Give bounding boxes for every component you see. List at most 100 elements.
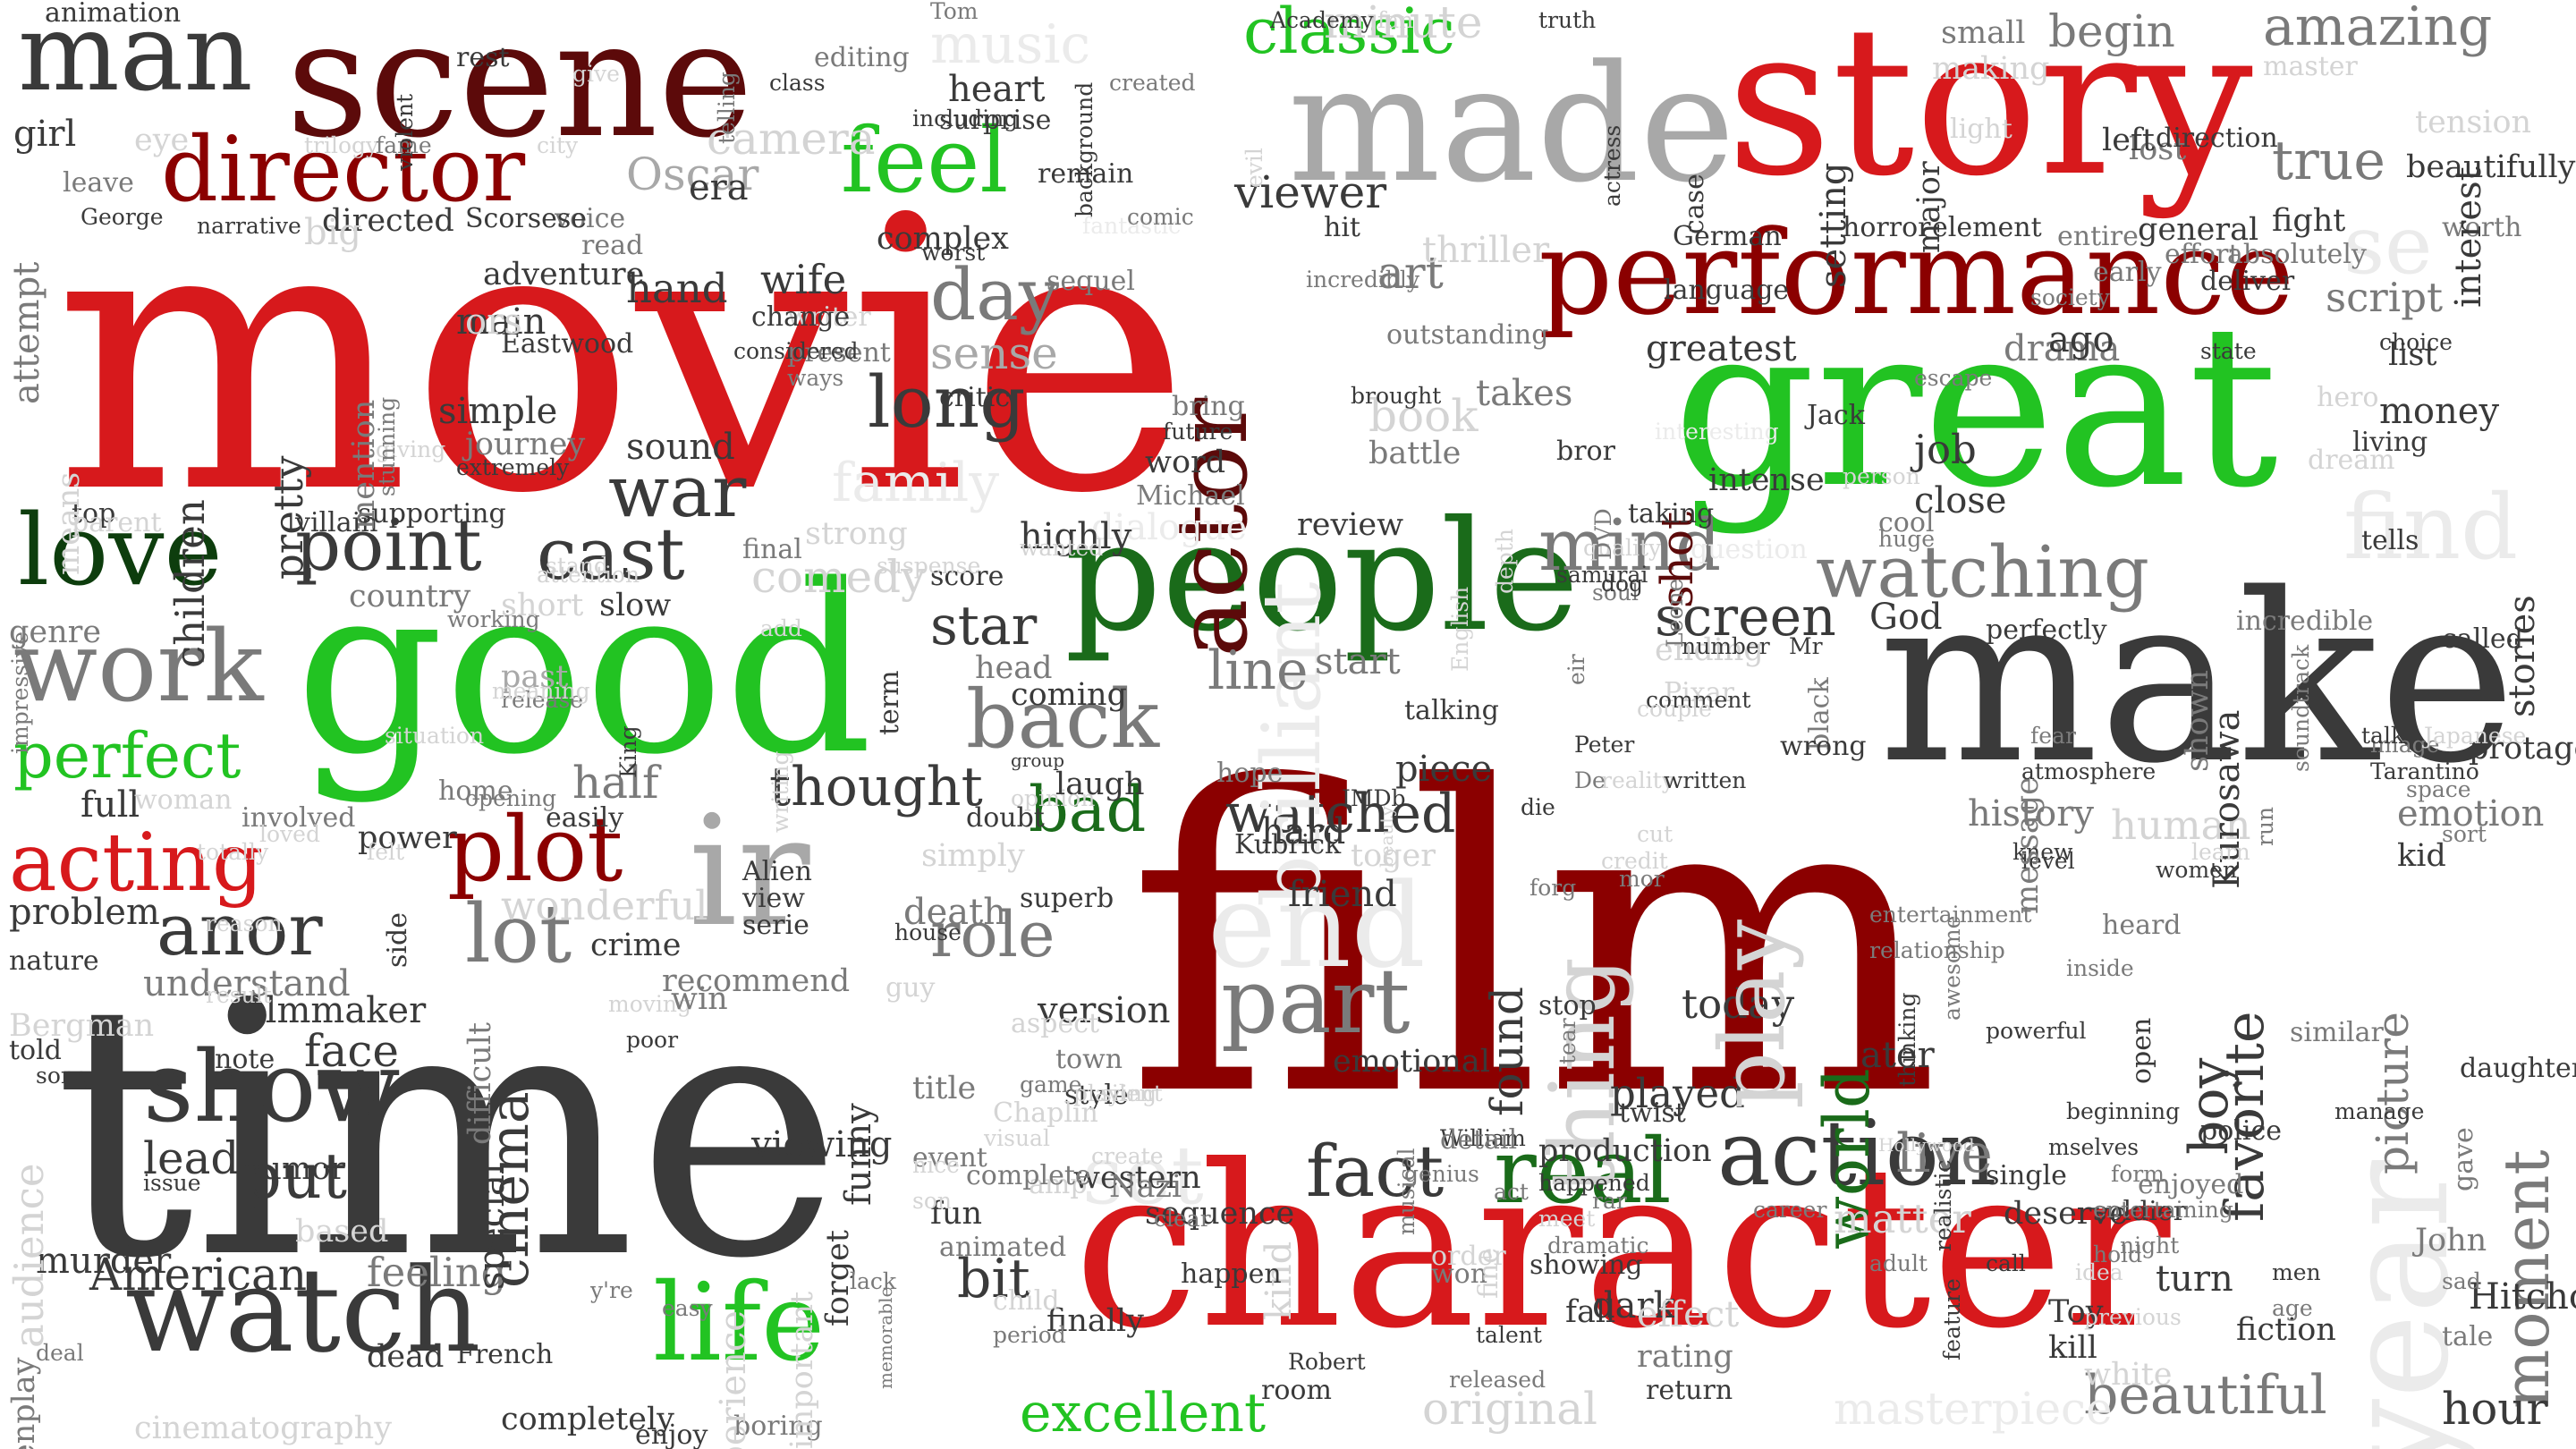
cloud-word-moving: moving [608, 991, 691, 1017]
cloud-word-tear: tear [1555, 1018, 1580, 1064]
cloud-word-put: put [242, 1140, 348, 1213]
cloud-word-eye: eye [134, 123, 190, 158]
cloud-word-setting: setting [1813, 162, 1854, 288]
cloud-word-dvd: DVD [1590, 508, 1616, 561]
cloud-word-police: police [2200, 1115, 2283, 1147]
cloud-word-tarantino: Tarantino [2370, 758, 2479, 784]
cloud-word-masterpiece: masterpiece [1834, 1383, 2113, 1435]
cloud-word-filmmaker: filmmaker [242, 990, 427, 1031]
cloud-word-superb: superb [1020, 883, 1114, 914]
cloud-word-power: power [358, 820, 457, 856]
cloud-word-takes: takes [1476, 373, 1573, 414]
cloud-word-hollywood: Hollywood [1878, 1134, 1975, 1156]
cloud-word-year: year [2313, 1160, 2480, 1449]
cloud-word-feature: feature [1939, 1278, 1965, 1361]
cloud-word-knew: knew [2012, 839, 2073, 865]
cloud-word-samurai: samurai [1556, 562, 1648, 588]
cloud-word-cast: cast [537, 513, 685, 596]
cloud-word-plot: plot [447, 797, 623, 902]
cloud-word-people: people [1064, 488, 1580, 665]
cloud-word-deal: deal [36, 1340, 84, 1366]
cloud-word-strong: strong [805, 516, 908, 552]
cloud-word-death: death [903, 892, 1006, 933]
cloud-word-hitchcock: Hitchcock [2469, 1276, 2576, 1318]
cloud-word-aspect: aspect [1011, 1008, 1100, 1039]
cloud-word-small: small [1941, 15, 2026, 51]
cloud-word-remain: remain [1038, 158, 1134, 190]
cloud-word-screenplay: screenplay [6, 1357, 42, 1449]
cloud-word-ater: ater [1860, 1035, 1935, 1076]
cloud-word-bring: bring [1172, 391, 1245, 422]
cloud-word-end: end [1208, 858, 1426, 994]
cloud-word-part: part [1221, 949, 1411, 1054]
cloud-word-mention: mention [346, 399, 382, 530]
cloud-word-called: called [2442, 623, 2523, 655]
cloud-word-dream: dream [2308, 445, 2395, 476]
cloud-word-special: special [471, 1163, 513, 1290]
cloud-word-level: level [2021, 848, 2075, 874]
cloud-word-star: star [930, 595, 1038, 657]
cloud-word-form: form [2111, 1161, 2165, 1187]
cloud-word-beauty: beauty [1376, 806, 1397, 868]
cloud-word-rest: rest [456, 42, 510, 73]
cloud-word-today: today [1682, 980, 1795, 1028]
cloud-word-de: De [1574, 767, 1606, 793]
cloud-word-escape: escape [1914, 365, 1993, 391]
cloud-word-fact: fact [1306, 1130, 1445, 1213]
cloud-word-city: city [537, 132, 579, 158]
cloud-word-simple: simple [438, 391, 558, 432]
cloud-word-final: final [742, 534, 802, 565]
cloud-word-viewer: viewer [1234, 166, 1387, 218]
cloud-word-action: action [1717, 1101, 1997, 1206]
cloud-word-space: space [2406, 776, 2471, 802]
cloud-word-john: John [2415, 1223, 2487, 1258]
cloud-word-reason: reason [206, 911, 283, 936]
cloud-word-deserve: deserve [2004, 1196, 2129, 1232]
cloud-word-animated: animated [939, 1232, 1067, 1263]
cloud-word-fun: fun [930, 1196, 983, 1232]
cloud-word-country: country [349, 579, 471, 614]
cloud-word-opening: opening [465, 785, 557, 811]
cloud-word-told: told [9, 1035, 62, 1066]
cloud-word-animation: animation [45, 0, 182, 29]
cloud-word-experience: experience [713, 1310, 754, 1449]
cloud-word-hour: hour [2442, 1383, 2548, 1435]
cloud-word-present: present [787, 337, 891, 369]
cloud-word-enjoy: enjoy [635, 1419, 708, 1449]
cloud-word-beautifully: beautifully [2406, 149, 2576, 185]
cloud-word-town: town [1055, 1044, 1123, 1075]
cloud-word-thinking: thinking [1894, 992, 1920, 1088]
cloud-word-word: word [1145, 445, 1226, 480]
cloud-word-camera: camera [707, 113, 876, 165]
cloud-word-view: view [742, 883, 805, 914]
cloud-word-fiction: fiction [2236, 1312, 2336, 1348]
cloud-word-opinion: opinion [1011, 785, 1096, 811]
cloud-word-actress: actress [1599, 124, 1625, 208]
cloud-word-suspense: suspense [877, 553, 981, 579]
cloud-word-alien: Alien [742, 856, 812, 887]
cloud-word-worth: worth [2442, 212, 2522, 243]
cloud-word-easily: easily [546, 802, 624, 834]
cloud-word-performance: performance [1538, 205, 2295, 341]
cloud-word-ending: ending [1655, 632, 1764, 668]
cloud-word-list: list [2388, 337, 2437, 373]
cloud-word-long: long [868, 360, 1026, 444]
cloud-word-house: house [894, 919, 962, 945]
cloud-word-ago: ago [2048, 319, 2114, 360]
cloud-word-order: order [1431, 1241, 1506, 1272]
cloud-word-involved: involved [242, 802, 356, 834]
cloud-word-absolutely: absolutely [2227, 239, 2367, 270]
cloud-word-showing: showing [1530, 1250, 1643, 1281]
cloud-word-quality: quality [1583, 535, 1662, 561]
cloud-word-lead: lead [143, 1132, 240, 1184]
cloud-word-element: element [1932, 212, 2042, 243]
cloud-word-real: real [1494, 1119, 1672, 1224]
cloud-word-movie: movie [54, 139, 1191, 576]
cloud-word-hit: hit [1324, 212, 1360, 243]
cloud-word-back: back [966, 673, 1160, 767]
cloud-word-career: career [1753, 1197, 1827, 1223]
cloud-word-talk: talk [2361, 723, 2405, 749]
cloud-word-played: played [1610, 1070, 1745, 1117]
cloud-word-depth: depth [1492, 528, 1518, 594]
cloud-word-dog: dog [1601, 571, 1644, 597]
